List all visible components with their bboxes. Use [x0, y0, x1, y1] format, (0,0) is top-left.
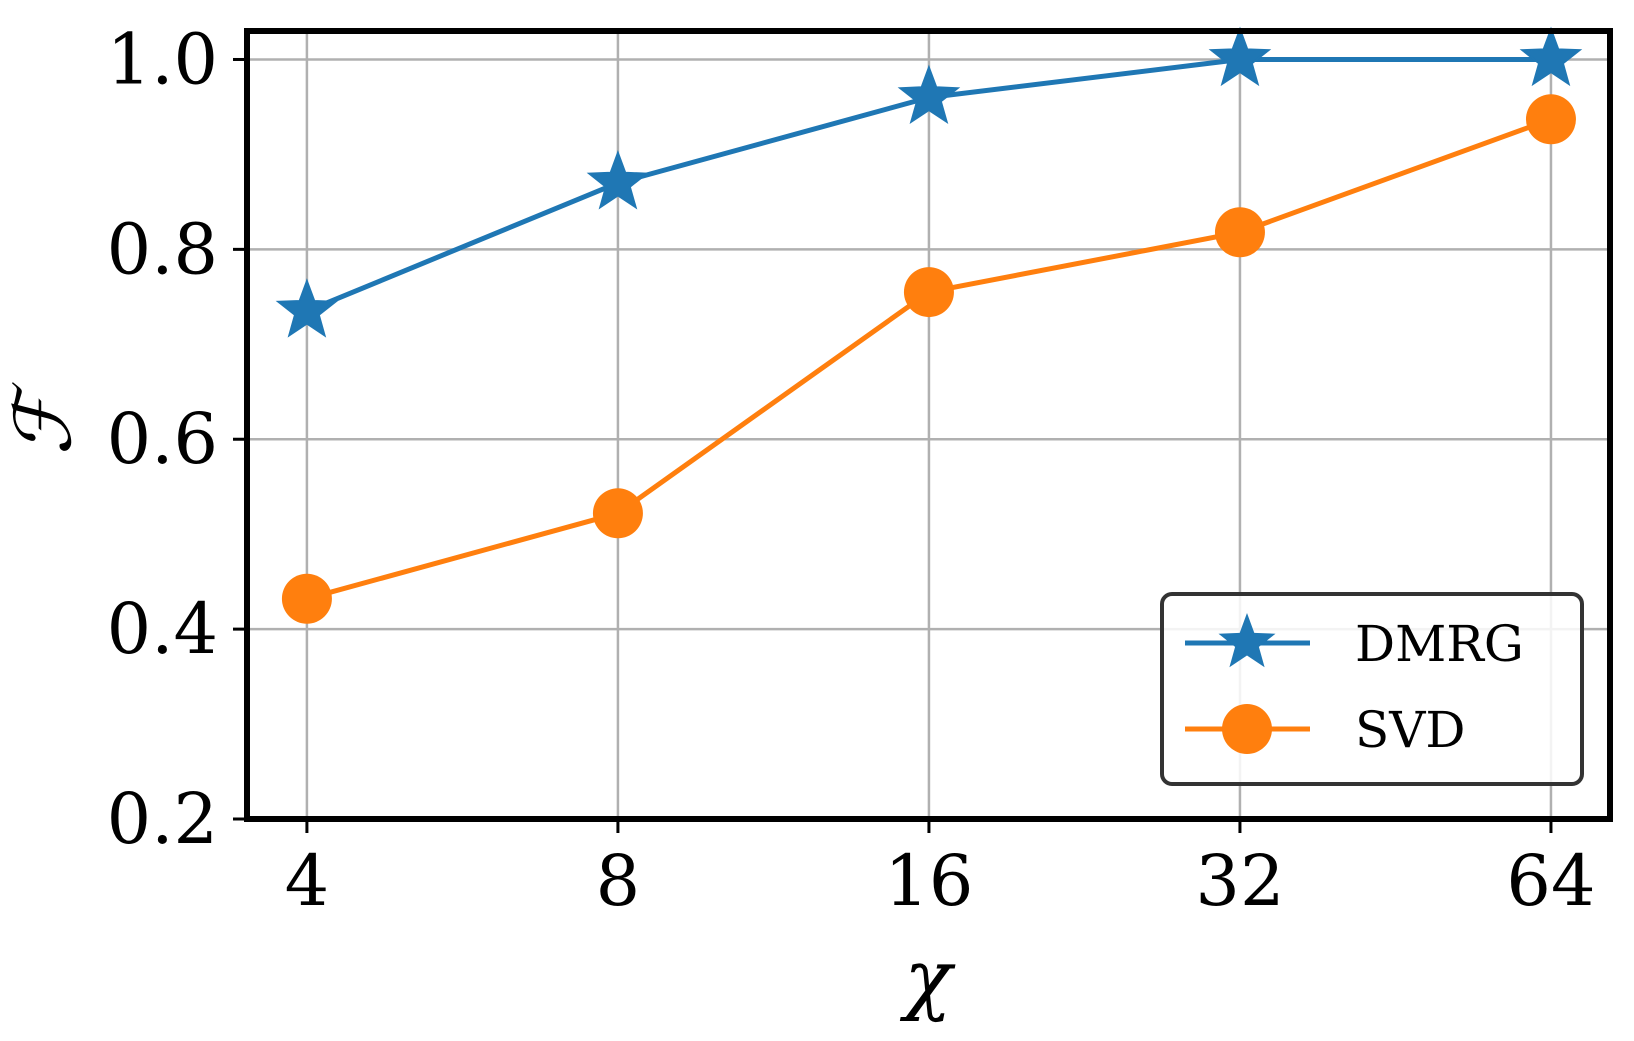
ticks: 4 8 16 32 64 0.2 0.4 0.6 0.8 1.0 — [107, 18, 1596, 922]
y-tick-label: 0.6 — [107, 398, 218, 480]
dmrg-data-point — [275, 278, 339, 338]
svd-data-point — [592, 488, 643, 539]
dmrg-data-point — [897, 64, 961, 125]
dmrg-data-point — [586, 150, 650, 210]
y-tick-label: 1.0 — [107, 18, 218, 100]
dmrg-data-point — [1208, 26, 1272, 87]
legend: DMRG SVD — [1160, 592, 1584, 786]
series-layer — [275, 26, 1583, 624]
x-tick-label: 16 — [884, 840, 973, 922]
dmrg-legend-marker — [1218, 613, 1276, 668]
y-axis-label: ℱ — [0, 382, 89, 456]
dmrg-data-point — [1519, 26, 1583, 87]
svd-data-point — [1214, 207, 1265, 258]
x-tick-label: 8 — [596, 840, 641, 922]
x-tick-label: 32 — [1195, 840, 1284, 922]
svd-data-point — [281, 573, 332, 624]
svd-data-point — [1525, 94, 1576, 145]
svd-legend-marker — [1222, 704, 1272, 754]
y-tick-label: 0.2 — [107, 778, 218, 860]
dmrg-legend-label: DMRG — [1355, 615, 1524, 673]
x-axis-label: χ — [899, 934, 956, 1024]
svd-data-point — [903, 267, 954, 318]
svd-legend-label: SVD — [1355, 701, 1465, 759]
x-tick-label: 4 — [285, 840, 330, 922]
x-tick-label: 64 — [1506, 840, 1595, 922]
y-tick-label: 0.4 — [107, 588, 218, 670]
y-tick-label: 0.8 — [107, 208, 218, 290]
